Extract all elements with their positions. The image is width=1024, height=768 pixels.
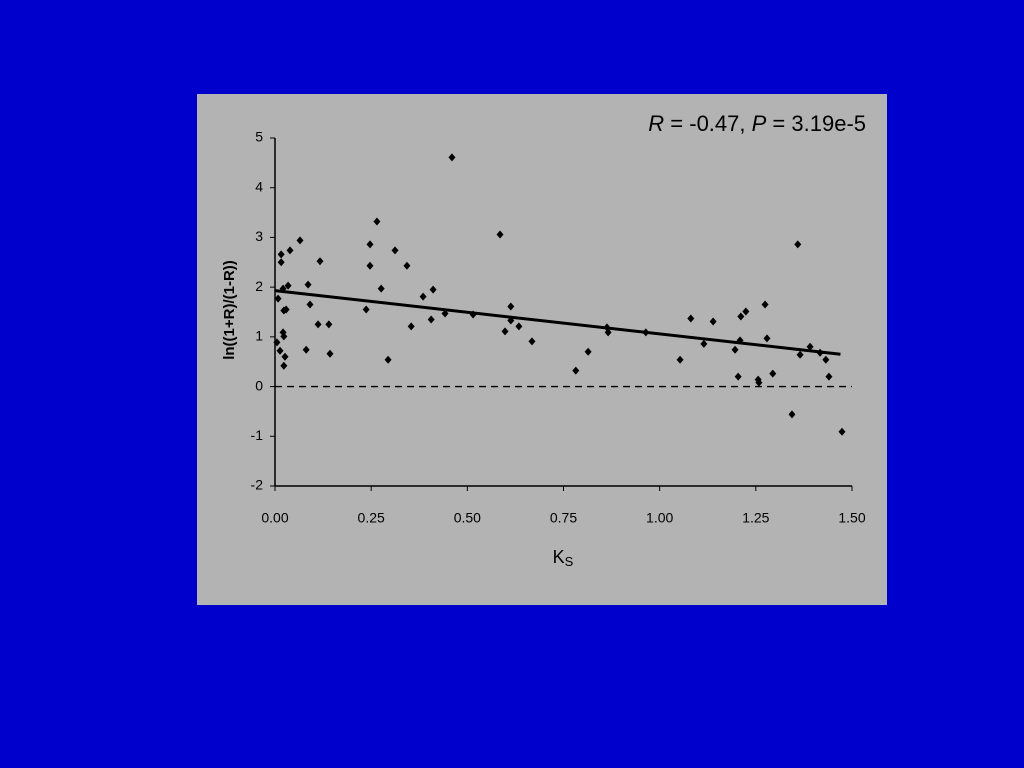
data-point [731,345,739,354]
data-point [280,332,288,341]
y-axis-title: ln((1+R)/(1-R)) [221,260,238,360]
data-point [325,320,333,329]
data-point [274,294,282,303]
data-point [366,240,374,249]
y-tick-label: -2 [251,477,264,493]
y-tick-label: 0 [255,377,263,393]
data-point [273,338,281,347]
x-tick-label: 1.00 [646,510,673,526]
data-point [676,355,684,364]
data-point [362,305,370,314]
y-tick-label: 5 [255,129,263,145]
data-point [700,339,708,348]
x-tick-label: 1.50 [838,510,865,526]
data-point [407,322,415,331]
data-point [302,345,310,354]
data-point [584,347,592,356]
data-point [282,305,290,314]
data-point [427,315,435,324]
data-point [572,366,580,375]
data-point [316,257,324,266]
data-point [794,240,802,249]
data-point [326,349,334,358]
data-point [277,258,285,267]
data-point [296,236,304,245]
x-tick-label: 0.50 [454,510,481,526]
trend-line [274,289,841,356]
data-point [822,355,830,364]
data-point [507,302,515,311]
data-point [755,378,763,387]
data-point [515,322,523,331]
data-point [314,320,322,329]
y-tick-label: 2 [255,278,263,294]
data-point [825,372,833,381]
data-point [419,292,427,301]
data-point [281,352,289,361]
x-tick-label: 0.25 [358,510,385,526]
data-point [373,217,381,226]
y-tick-label: 1 [255,328,263,344]
y-tick-label: 3 [255,228,263,244]
annotation: R = -0.47, P = 3.19e-5 [648,111,866,136]
data-point [366,261,374,270]
data-point [742,307,750,316]
chart-panel [197,94,887,605]
data-point [286,246,294,255]
y-tick-label: -1 [251,427,264,443]
x-axis-title: KS [553,547,574,570]
x-tick-label: 0.75 [550,510,577,526]
annotation-part: R [648,111,664,136]
data-point [448,153,456,162]
data-point [734,372,742,381]
data-point [391,246,399,255]
data-point [769,369,777,378]
x-axis-title-sub: S [565,554,574,569]
annotation-part: = 3.19e-5 [766,111,866,136]
data-point [687,314,695,323]
data-point [496,230,504,239]
data-point [806,342,814,351]
data-point [796,350,804,359]
data-point [441,309,449,318]
data-point [761,300,769,309]
annotation-part: P [752,111,767,136]
data-point [280,361,288,370]
x-tick-label: 0.00 [261,510,288,526]
y-tick-label: 4 [255,178,263,194]
data-point [304,280,312,289]
data-point [429,285,437,294]
x-axis-title-main: K [553,547,565,567]
data-point [604,328,612,337]
data-point [501,327,509,336]
annotation-part: = -0.47, [664,111,751,136]
data-point [284,281,292,290]
data-point [403,261,411,270]
data-point [306,300,314,309]
data-point [709,317,717,326]
x-tick-label: 1.25 [742,510,769,526]
data-point [788,410,796,419]
data-point [377,284,385,293]
data-point [384,355,392,364]
data-point [277,250,285,259]
data-point [528,337,536,346]
data-point [737,312,745,321]
data-point [838,427,846,436]
data-point [276,346,284,355]
data-point [763,334,771,343]
